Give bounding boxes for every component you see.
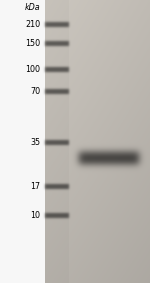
Text: 100: 100	[26, 65, 40, 74]
Text: 150: 150	[25, 39, 40, 48]
Text: 17: 17	[30, 182, 40, 191]
Text: kDa: kDa	[25, 3, 40, 12]
Text: 35: 35	[30, 138, 40, 147]
Text: 70: 70	[30, 87, 40, 97]
Text: 10: 10	[30, 211, 40, 220]
Text: 210: 210	[25, 20, 40, 29]
